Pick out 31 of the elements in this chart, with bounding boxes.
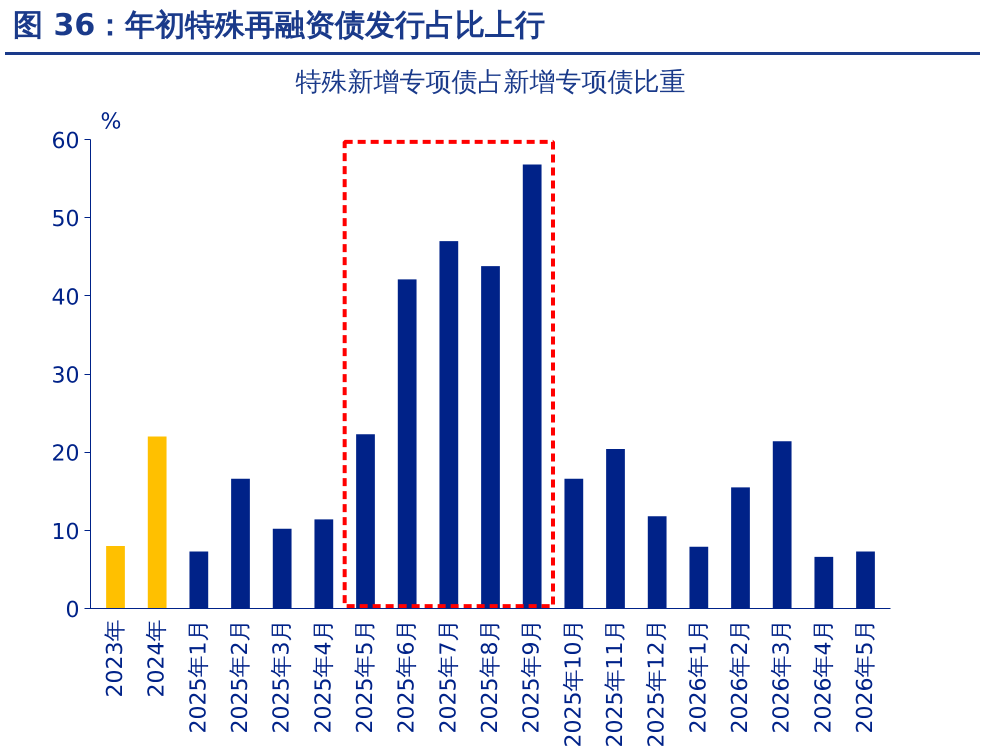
x-tick-label: 2025年2月 [228, 619, 253, 734]
y-tick-label: 50 [52, 207, 80, 232]
chart-title: 图 36：年初特殊再融资债发行占比上行 [13, 7, 546, 45]
x-tick-label: 2025年12月 [644, 620, 670, 748]
x-tick-label: 2025年6月 [394, 619, 420, 734]
x-tick-label: 2025年3月 [270, 619, 295, 734]
x-tick-label: 2025年8月 [478, 619, 503, 734]
y-tick-label: 30 [52, 364, 80, 388]
x-tick-label: 2026年1月 [686, 619, 712, 734]
x-tick-label: 2026年5月 [853, 619, 878, 734]
x-tick-label: 2025年9月 [520, 619, 545, 734]
x-tick-label: 2026年2月 [728, 619, 753, 734]
x-tick-label: 2026年3月 [770, 619, 795, 734]
x-tick-label: 2024年 [144, 619, 170, 698]
bar [106, 546, 125, 608]
x-tick-label: 2025年5月 [353, 619, 378, 734]
x-tick-label: 2026年4月 [811, 619, 836, 734]
x-tick-label: 2023年 [103, 619, 128, 698]
y-tick-label: 20 [52, 442, 80, 467]
x-tick-label: 2025年7月 [436, 619, 462, 734]
chart-subtitle: 特殊新增专项债占新增专项债比重 [296, 68, 686, 98]
y-tick-label: 0 [66, 598, 80, 623]
y-tick-label: 60 [52, 129, 80, 154]
y-axis-title: % [100, 110, 122, 134]
bar [148, 436, 167, 608]
x-tick-label: 2025年10月 [561, 620, 586, 748]
x-tick-label: 2025年1月 [186, 619, 212, 734]
y-tick-label: 40 [52, 285, 80, 310]
x-tick-label: 2025年4月 [311, 619, 336, 734]
x-tick-label: 2025年11月 [603, 620, 628, 748]
y-tick-label: 10 [52, 520, 80, 545]
